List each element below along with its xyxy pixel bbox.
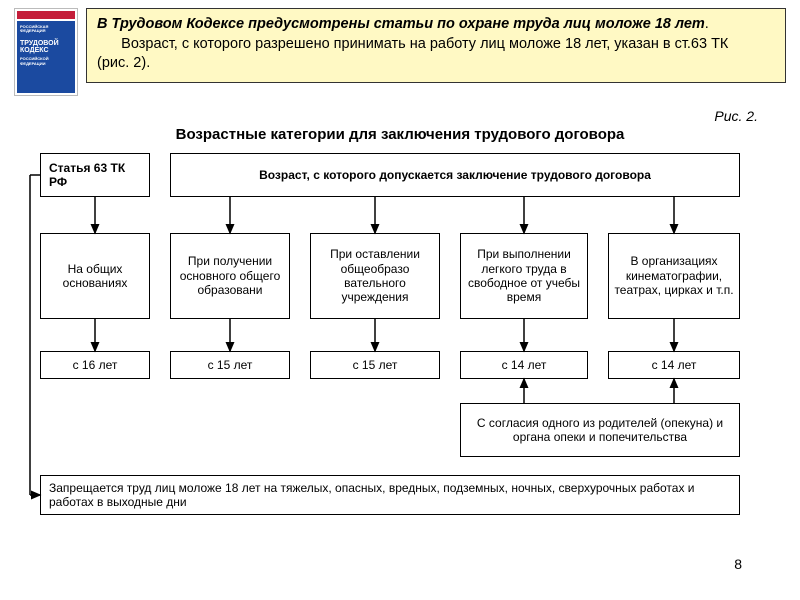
flowchart-box-a3: с 15 лет [310,351,440,379]
flowchart-box-b5: В организа­циях кинема­тографии, театрах… [608,233,740,319]
chart-title: Возрастные категории для заключения труд… [14,126,786,143]
flowchart-box-b4: При выполне­нии легкого труда в свободно… [460,233,588,319]
flowchart-box-b2: При получении основного общего образован… [170,233,290,319]
flowchart-box-law: Статья 63 ТК РФ [40,153,150,197]
page-number: 8 [734,556,742,572]
book-title1: ТРУДОВОЙ [20,40,72,48]
flowchart: Статья 63 ТК РФ Возраст, с которого допус… [20,153,780,513]
flowchart-box-b1: На общих основа­ниях [40,233,150,319]
info-line1-tail: . [705,16,709,32]
flowchart-box-a2: с 15 лет [170,351,290,379]
book-top-label: РОССИЙСКАЯ ФЕДЕРАЦИЯ [20,25,72,34]
info-line1-bold: В Трудовом Кодексе предусмотрены статьи … [97,16,705,32]
flowchart-connectors [20,153,780,513]
flowchart-box-a4: с 14 лет [460,351,588,379]
info-line2: Возраст, с которого разрешено принимать … [97,36,800,72]
book-redband [17,11,75,21]
figure-caption: Рис. 2. [14,108,758,124]
info-box: В Трудовом Кодексе предусмотрены статьи … [86,8,786,83]
book-cover: РОССИЙСКАЯ ФЕДЕРАЦИЯ ТРУДОВОЙ КОДЕКС РОС… [14,8,78,96]
book-title2: КОДЕКС [20,47,72,55]
book-sub: РОССИЙСКОЙ ФЕДЕРАЦИИ [20,57,72,66]
flowchart-box-consent: С согласия одного из родителей (опекуна)… [460,403,740,457]
book-main: РОССИЙСКАЯ ФЕДЕРАЦИЯ ТРУДОВОЙ КОДЕКС РОС… [17,21,75,93]
flowchart-box-a1: с 16 лет [40,351,150,379]
flowchart-box-root: Возраст, с которого допускается заключен… [170,153,740,197]
flowchart-box-a5: с 14 лет [608,351,740,379]
flowchart-box-prohibit: Запрещается труд лиц моложе 18 лет на тя… [40,475,740,515]
flowchart-box-b3: При оставлении общеобразо вательного учр… [310,233,440,319]
